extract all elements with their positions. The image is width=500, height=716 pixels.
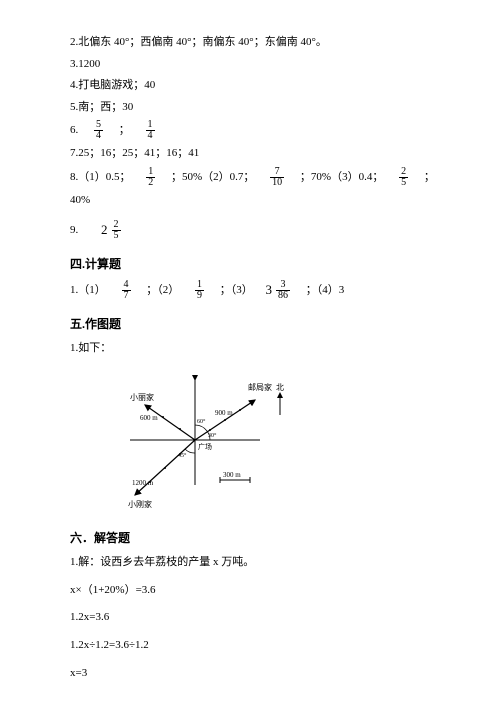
s6-line-1: 1.解：设西乡去年荔枝的产量 x 万吨。	[70, 554, 440, 572]
denominator: 10	[270, 178, 284, 188]
fraction: 1 9	[195, 280, 204, 301]
answer-9: 9. 2 2 5	[70, 220, 440, 241]
denominator: 4	[146, 131, 155, 141]
fraction: 4 7	[122, 280, 131, 301]
s5-answer-1: 1.如下：	[70, 340, 440, 358]
denominator: 7	[122, 291, 131, 301]
scale-label: 300 m	[223, 471, 241, 479]
dist-900: 900 m	[215, 409, 233, 417]
answer-2: 2.北偏东 40°；西偏南 40°；南偏东 40°；东偏南 40°。	[70, 34, 440, 52]
s6-line-2: x×（1+20%）=3.6	[70, 582, 440, 600]
numerator: 3	[276, 280, 290, 291]
whole-part: 2	[101, 220, 108, 241]
section-6-title: 六．解答题	[70, 529, 440, 546]
q8-part1: 8.（1）0.5；	[70, 171, 131, 183]
s6-line-3: 1.2x=3.6	[70, 609, 440, 627]
s4q1-p3: ；（3）	[220, 284, 253, 296]
north-label: 北	[276, 383, 284, 392]
dist-600: 600 m	[140, 414, 158, 422]
label-xiaoli: 小丽家	[130, 392, 154, 402]
fraction: 1 4	[146, 120, 155, 141]
section-5-title: 五.作图题	[70, 315, 440, 332]
denominator: 86	[276, 291, 290, 301]
answer-6: 6. 5 4 ； 1 4	[70, 120, 440, 141]
denominator: 5	[112, 231, 121, 241]
mixed-number: 2 2 5	[101, 220, 124, 241]
whole-part: 3	[266, 280, 273, 301]
numerator: 4	[122, 280, 131, 291]
answer-8: 8.（1）0.5； 1 2 ；50%（2）0.7； 7 10 ；70%（3）0.…	[70, 167, 440, 188]
page-content: 2.北偏东 40°；西偏南 40°；南偏东 40°；东偏南 40°。 3.120…	[0, 0, 500, 716]
q8-tail: ；	[424, 171, 435, 183]
fraction: 5 4	[94, 120, 103, 141]
fraction: 7 10	[270, 167, 284, 188]
s4q1-p4: ；（4）3	[306, 284, 345, 296]
angle-60: 60°	[197, 418, 206, 425]
q6-prefix: 6.	[70, 124, 78, 136]
answer-5: 5.南；西；30	[70, 99, 440, 117]
answer-7: 7.25；16；25；41；16；41	[70, 145, 440, 163]
answer-8-line2: 40%	[70, 192, 440, 210]
fraction: 1 2	[146, 167, 155, 188]
s4q1-p2: ；（2）	[146, 284, 179, 296]
denominator: 9	[195, 291, 204, 301]
fraction: 2 5	[112, 220, 121, 241]
numerator: 1	[195, 280, 204, 291]
answer-3: 3.1200	[70, 56, 440, 74]
compass-diagram: 小丽家 600 m 邮局家 900 m 60° 30° 广场 45° 1200 …	[100, 365, 300, 515]
denominator: 2	[146, 178, 155, 188]
denominator: 5	[399, 178, 408, 188]
label-xiaogang: 小刚家	[128, 499, 152, 509]
q9-prefix: 9.	[70, 224, 78, 236]
separator: ；	[119, 124, 130, 136]
fraction: 3 86	[276, 280, 290, 301]
s6-line-4: 1.2x÷1.2=3.6÷1.2	[70, 637, 440, 655]
diagram-svg: 小丽家 600 m 邮局家 900 m 60° 30° 广场 45° 1200 …	[100, 365, 300, 515]
mixed-number: 3 3 86	[266, 280, 294, 301]
label-youju: 邮局家	[248, 382, 272, 392]
section-4-title: 四.计算题	[70, 255, 440, 272]
angle-45: 45°	[178, 452, 187, 459]
angle-30: 30°	[208, 432, 217, 439]
s6-line-5: x=3	[70, 665, 440, 683]
s4q1-p1: 1.（1）	[70, 284, 106, 296]
denominator: 4	[94, 131, 103, 141]
dist-1200: 1200 m	[132, 479, 154, 487]
q8-mid2: ；70%（3）0.4；	[300, 171, 383, 183]
numerator: 2	[112, 220, 121, 231]
s4-answer-1: 1.（1） 4 7 ；（2） 1 9 ；（3） 3 3 86 ；（4）3	[70, 280, 440, 301]
q8-mid1: ；50%（2）0.7；	[171, 171, 254, 183]
answer-4: 4.打电脑游戏；40	[70, 77, 440, 95]
fraction: 2 5	[399, 167, 408, 188]
center-label: 广场	[198, 442, 212, 451]
